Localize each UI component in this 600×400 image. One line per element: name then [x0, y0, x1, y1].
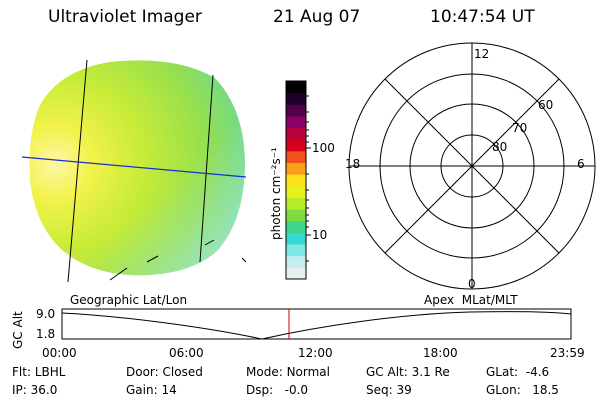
status-seq: Seq: 39 — [366, 384, 412, 396]
colorbar-segment — [286, 255, 306, 268]
colorbar-segment — [286, 174, 306, 187]
status-ip-label: IP: — [12, 383, 27, 397]
colorbar-segment — [286, 150, 306, 164]
colorbar-segment — [286, 197, 306, 210]
time-tick-0000: 00:00 — [42, 346, 77, 360]
status-flt: Flt: LBHL — [12, 366, 65, 378]
mlt-label-12: 12 — [474, 47, 490, 61]
colorbar-segment — [286, 185, 306, 198]
mlat-label-80: 80 — [492, 140, 508, 154]
altitude-axis-label: GC Alt — [11, 311, 25, 349]
colorbar-segment — [286, 92, 306, 105]
status-flt-value: LBHL — [34, 365, 66, 379]
time-label: 10:47:54 UT — [430, 7, 535, 27]
colorbar-segment — [286, 232, 306, 245]
terminator-dashes — [109, 239, 247, 281]
colorbar-segment — [286, 81, 306, 94]
status-gc-alt-value: 3.1 Re — [411, 365, 450, 379]
polar-grid — [348, 42, 596, 290]
colorbar-tick-100: 100 — [312, 141, 335, 155]
altitude-ytick-min: 1.8 — [36, 327, 56, 341]
status-ip-value: 36.0 — [30, 383, 58, 397]
time-tick-1800: 18:00 — [423, 346, 458, 360]
status-glat-value: -4.6 — [525, 365, 550, 379]
mlt-label-0: 0 — [468, 277, 476, 291]
colorbar-segment — [286, 209, 306, 222]
colorbar-unit-label: photon cm⁻²s⁻¹ — [269, 147, 283, 240]
uv-image-disk — [29, 60, 245, 276]
colorbar-segment — [286, 139, 306, 152]
altitude-plot-frame — [61, 308, 572, 340]
date-label: 21 Aug 07 — [273, 7, 361, 27]
status-glon-value: 18.5 — [532, 383, 559, 397]
colorbar-segment — [286, 244, 306, 257]
geographic-label: Geographic Lat/Lon — [70, 293, 188, 307]
instrument-title: Ultraviolet Imager — [48, 7, 202, 27]
colorbar-segment — [286, 220, 306, 233]
altitude-ytick-max: 9.0 — [36, 307, 56, 321]
time-tick-2359: 23:59 — [550, 346, 585, 360]
colorbar — [286, 81, 306, 280]
status-gc-alt-label: GC Alt: — [366, 365, 408, 379]
status-dsp-label: Dsp: — [246, 383, 274, 397]
status-glat: GLat: -4.6 — [486, 366, 549, 378]
status-gain-value: 14 — [161, 383, 177, 397]
status-dsp-value: -0.0 — [284, 383, 309, 397]
status-mode-value: Normal — [286, 365, 330, 379]
mlt-label-6: 6 — [577, 157, 585, 171]
mlat-label-60: 60 — [538, 98, 554, 112]
geographic-equator-line — [21, 156, 247, 178]
colorbar-segment — [286, 267, 306, 280]
colorbar-ticks — [306, 95, 311, 262]
colorbar-segment — [286, 127, 306, 140]
colorbar-segment — [286, 104, 306, 117]
status-glon-label: GLon: — [486, 383, 521, 397]
mlat-label-70: 70 — [512, 121, 528, 135]
apex-label: Apex MLat/MLT — [424, 293, 518, 307]
geographic-grid-lines — [67, 59, 214, 283]
colorbar-segment — [286, 162, 306, 175]
status-seq-label: Seq: — [366, 383, 393, 397]
status-mode-label: Mode: — [246, 365, 283, 379]
status-dsp: Dsp: -0.0 — [246, 384, 308, 396]
status-mode: Mode: Normal — [246, 366, 330, 378]
status-door: Door: Closed — [126, 366, 203, 378]
time-tick-1200: 12:00 — [298, 346, 333, 360]
status-glat-label: GLat: — [486, 365, 519, 379]
time-tick-0600: 06:00 — [169, 346, 204, 360]
mlt-label-18: 18 — [345, 157, 361, 171]
status-door-label: Door: — [126, 365, 159, 379]
status-gc-alt: GC Alt: 3.1 Re — [366, 366, 450, 378]
status-gain-label: Gain: — [126, 383, 158, 397]
status-glon: GLon: 18.5 — [486, 384, 559, 396]
colorbar-segment — [286, 115, 306, 129]
status-seq-value: 39 — [396, 383, 412, 397]
colorbar-tick-10: 10 — [312, 228, 328, 242]
status-ip: IP: 36.0 — [12, 384, 57, 396]
altitude-curve — [61, 311, 572, 340]
colorbar-frame — [285, 80, 307, 280]
status-door-value: Closed — [162, 365, 203, 379]
status-flt-label: Flt: — [12, 365, 31, 379]
status-gain: Gain: 14 — [126, 384, 177, 396]
